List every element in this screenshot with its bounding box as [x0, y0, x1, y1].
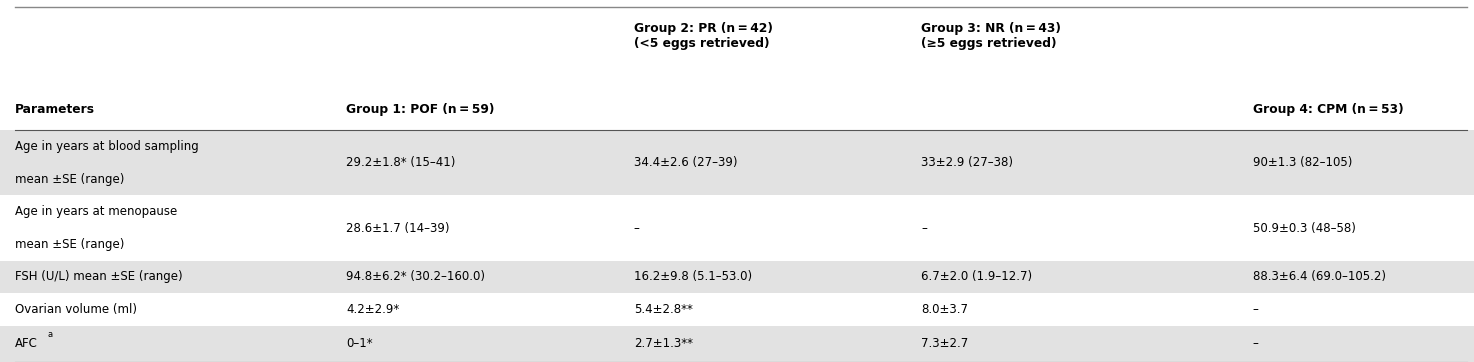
Text: –: – — [1253, 337, 1259, 350]
Text: 6.7±2.0 (1.9–12.7): 6.7±2.0 (1.9–12.7) — [921, 270, 1032, 283]
Text: a: a — [47, 331, 52, 339]
Text: Group 1: POF (n = 59): Group 1: POF (n = 59) — [346, 103, 495, 116]
Text: –: – — [921, 222, 927, 235]
Text: 50.9±0.3 (48–58): 50.9±0.3 (48–58) — [1253, 222, 1356, 235]
Bar — [0, 130, 1474, 195]
Text: Parameters: Parameters — [15, 103, 94, 116]
Text: 90±1.3 (82–105): 90±1.3 (82–105) — [1253, 156, 1352, 169]
Text: mean ±SE (range): mean ±SE (range) — [15, 173, 124, 186]
Text: FSH (U/L) mean ±SE (range): FSH (U/L) mean ±SE (range) — [15, 270, 183, 283]
Text: (<5 eggs retrieved): (<5 eggs retrieved) — [634, 22, 769, 50]
Text: Ovarian volume (ml): Ovarian volume (ml) — [15, 303, 137, 316]
Text: 4.2±2.9*: 4.2±2.9* — [346, 303, 399, 316]
Bar — [0, 261, 1474, 293]
Text: Age in years at menopause: Age in years at menopause — [15, 205, 177, 218]
Text: 28.6±1.7 (14–39): 28.6±1.7 (14–39) — [346, 222, 450, 235]
Text: –: – — [634, 222, 640, 235]
Text: (≥5 eggs retrieved): (≥5 eggs retrieved) — [921, 22, 1057, 50]
Text: 16.2±9.8 (5.1–53.0): 16.2±9.8 (5.1–53.0) — [634, 270, 752, 283]
Text: 5.4±2.8**: 5.4±2.8** — [634, 303, 693, 316]
Text: Group 2: PR (n = 42): Group 2: PR (n = 42) — [634, 22, 772, 35]
Text: 88.3±6.4 (69.0–105.2): 88.3±6.4 (69.0–105.2) — [1253, 270, 1386, 283]
Bar — [0, 326, 1474, 362]
Text: 2.7±1.3**: 2.7±1.3** — [634, 337, 693, 350]
Text: 0–1*: 0–1* — [346, 337, 373, 350]
Text: 8.0±3.7: 8.0±3.7 — [921, 303, 968, 316]
Text: 33±2.9 (27–38): 33±2.9 (27–38) — [921, 156, 1013, 169]
Text: mean ±SE (range): mean ±SE (range) — [15, 238, 124, 251]
Text: Age in years at blood sampling: Age in years at blood sampling — [15, 140, 199, 153]
Text: 34.4±2.6 (27–39): 34.4±2.6 (27–39) — [634, 156, 737, 169]
Text: AFC: AFC — [15, 337, 38, 350]
Text: 94.8±6.2* (30.2–160.0): 94.8±6.2* (30.2–160.0) — [346, 270, 485, 283]
Text: Group 3: NR (n = 43): Group 3: NR (n = 43) — [921, 22, 1061, 35]
Text: –: – — [1253, 303, 1259, 316]
Text: Group 4: CPM (n = 53): Group 4: CPM (n = 53) — [1253, 103, 1403, 116]
Text: 29.2±1.8* (15–41): 29.2±1.8* (15–41) — [346, 156, 455, 169]
Text: 7.3±2.7: 7.3±2.7 — [921, 337, 968, 350]
